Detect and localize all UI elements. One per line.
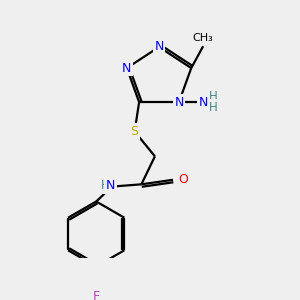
Text: H: H bbox=[101, 179, 110, 192]
Text: N: N bbox=[154, 40, 164, 53]
Text: S: S bbox=[130, 125, 139, 138]
Text: H: H bbox=[209, 90, 218, 103]
Text: N: N bbox=[199, 96, 208, 109]
Text: O: O bbox=[178, 173, 188, 186]
Text: N: N bbox=[106, 179, 115, 192]
Text: CH₃: CH₃ bbox=[193, 33, 214, 43]
Text: H: H bbox=[209, 101, 218, 114]
Text: F: F bbox=[93, 290, 100, 300]
Text: N: N bbox=[174, 96, 184, 109]
Text: N: N bbox=[122, 61, 131, 74]
